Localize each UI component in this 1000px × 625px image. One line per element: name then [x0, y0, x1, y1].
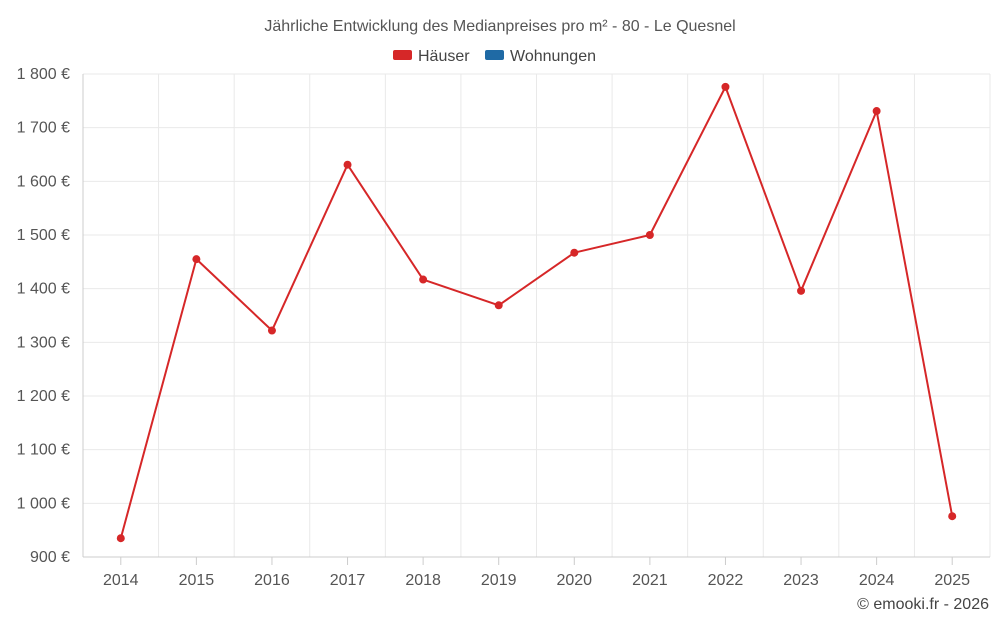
x-tick-label: 2025 [934, 572, 970, 589]
y-tick-label: 1 200 € [17, 388, 70, 405]
data-point[interactable] [872, 107, 881, 116]
data-point[interactable] [570, 248, 579, 257]
x-tick-label: 2018 [405, 572, 441, 589]
x-tick-label: 2024 [859, 572, 895, 589]
legend[interactable]: Häuser Wohnungen [393, 48, 596, 65]
y-tick-label: 1 100 € [17, 442, 70, 459]
x-tick-label: 2020 [556, 572, 592, 589]
x-tick-label: 2015 [179, 572, 215, 589]
legend-item-wohnungen[interactable]: Wohnungen [485, 48, 596, 65]
y-tick-label: 1 000 € [17, 495, 70, 512]
x-tick-label: 2019 [481, 572, 517, 589]
x-tick-label: 2021 [632, 572, 668, 589]
y-tick-label: 1 700 € [17, 120, 70, 137]
x-axis: 2014 2015 2016 2017 2018 2019 2020 2021 2022 2023… [83, 556, 990, 589]
data-point[interactable] [797, 286, 806, 295]
y-tick-label: 1 800 € [17, 66, 70, 83]
legend-label-wohnungen: Wohnungen [510, 48, 596, 65]
data-point[interactable] [948, 512, 957, 521]
y-tick-label: 1 400 € [17, 281, 70, 298]
x-tick-label: 2014 [103, 572, 139, 589]
credit: © emooki.fr - 2026 [857, 596, 989, 613]
series [116, 82, 957, 543]
data-point[interactable] [419, 275, 428, 284]
legend-swatch-wohnungen [485, 50, 504, 60]
data-point[interactable] [192, 255, 201, 264]
data-point[interactable] [645, 231, 654, 239]
y-tick-label: 1 500 € [17, 227, 70, 244]
series-line-0 [119, 85, 954, 539]
legend-item-haeuser[interactable]: Häuser [393, 48, 470, 65]
y-axis: 900 € 1 000 € 1 100 € 1 200 € 1 300 € 1 400 €… [17, 66, 70, 566]
data-point[interactable] [494, 301, 503, 310]
data-point[interactable] [343, 160, 352, 169]
legend-swatch-haeuser [393, 50, 412, 60]
grid [82, 73, 991, 557]
x-tick-label: 2017 [330, 572, 366, 589]
x-tick-label: 2022 [708, 572, 744, 589]
x-tick-label: 2016 [254, 572, 290, 589]
x-tick-label: 2023 [783, 572, 819, 589]
chart-title: Jährliche Entwicklung des Medianpreises … [264, 18, 735, 35]
y-tick-label: 1 600 € [17, 173, 70, 190]
data-point[interactable] [721, 82, 730, 91]
y-tick-label: 900 € [30, 549, 70, 566]
y-tick-label: 1 300 € [17, 334, 70, 351]
legend-label-haeuser: Häuser [418, 48, 470, 65]
data-point[interactable] [267, 326, 276, 335]
data-point[interactable] [116, 534, 125, 543]
